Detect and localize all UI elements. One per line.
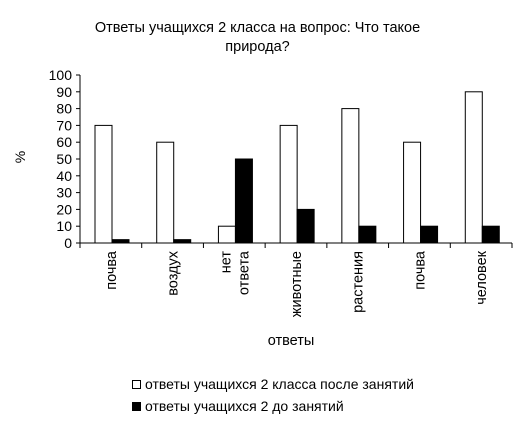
y-tick-label: 20 bbox=[56, 201, 72, 217]
legend-item-before: ответы учащихся 2 до занятий bbox=[132, 395, 414, 417]
bar-before bbox=[234, 158, 253, 244]
bar-after bbox=[156, 141, 175, 244]
bar-before bbox=[111, 239, 130, 244]
x-tick-label: воздух bbox=[166, 250, 182, 295]
legend-label-before: ответы учащихся 2 до занятий bbox=[145, 398, 344, 414]
x-tick-label: растения bbox=[351, 251, 367, 313]
legend-swatch-after bbox=[132, 379, 141, 389]
bar-after bbox=[217, 225, 236, 244]
x-tick-label: нет bbox=[218, 251, 234, 274]
legend-swatch-before bbox=[132, 401, 141, 411]
y-tick-label: 10 bbox=[56, 218, 72, 234]
y-tick-label: 60 bbox=[56, 134, 72, 150]
bar-before bbox=[481, 225, 500, 244]
bar-after bbox=[403, 141, 422, 244]
bar-after bbox=[279, 124, 298, 244]
legend: ответы учащихся 2 класса после занятий о… bbox=[132, 373, 414, 417]
x-tick-label: животные bbox=[289, 251, 305, 317]
chart-title-line-2: природа? bbox=[225, 39, 290, 55]
y-tick-label: 80 bbox=[56, 101, 72, 117]
x-tick-label: человек bbox=[474, 250, 490, 304]
chart-title: Ответы учащихся 2 класса на вопрос: Что … bbox=[30, 19, 485, 57]
x-tick-label: почва bbox=[104, 250, 120, 290]
bar-before bbox=[358, 225, 377, 244]
chart-title-line-1: Ответы учащихся 2 класса на вопрос: Что … bbox=[94, 20, 421, 36]
bar-before bbox=[173, 239, 192, 244]
y-tick-label: 30 bbox=[56, 185, 72, 201]
y-tick-label: 70 bbox=[56, 117, 72, 133]
legend-item-after: ответы учащихся 2 класса после занятий bbox=[132, 373, 414, 395]
bar-after bbox=[341, 108, 360, 244]
y-tick-label: 50 bbox=[56, 151, 72, 167]
y-tick-label: 90 bbox=[56, 84, 72, 100]
bar-after bbox=[94, 124, 113, 244]
y-tick-label: 100 bbox=[49, 67, 73, 83]
x-axis-label: ответы bbox=[267, 333, 315, 349]
x-tick-label: ответа bbox=[236, 250, 252, 295]
legend-label-after: ответы учащихся 2 класса после занятий bbox=[145, 376, 414, 392]
y-tick-label: 40 bbox=[56, 168, 72, 184]
bar-after bbox=[464, 91, 483, 244]
bar-before bbox=[420, 225, 439, 244]
bar-before bbox=[296, 208, 315, 244]
y-tick-label: 0 bbox=[64, 235, 72, 251]
x-tick-label: почва bbox=[412, 250, 428, 290]
